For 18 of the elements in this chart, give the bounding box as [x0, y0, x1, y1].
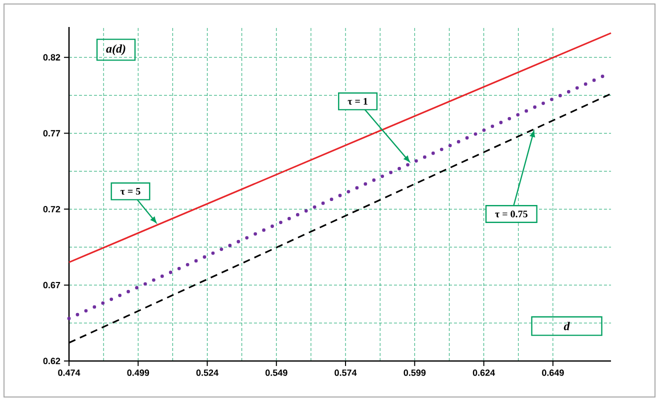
annotation: τ = 5: [120, 188, 140, 195]
x-tick-label: 0.524: [196, 370, 218, 376]
y-tick-label: 0.62: [43, 358, 60, 364]
x-tick-label: 0.549: [266, 370, 288, 376]
y-tick-label: 0.67: [43, 282, 60, 288]
annotation: τ = 1: [348, 98, 368, 105]
x-tick-label: 0.649: [542, 370, 564, 376]
y-axis-title: a(d): [106, 44, 126, 56]
x-tick-label: 0.599: [404, 370, 426, 376]
annotation: τ = 0.75: [495, 210, 528, 218]
y-tick-label: 0.77: [43, 130, 60, 136]
x-tick-label: 0.574: [334, 370, 357, 376]
x-tick-label: 0.474: [58, 370, 80, 376]
y-tick-label: 0.72: [43, 206, 60, 212]
x-tick-label: 0.499: [127, 370, 150, 376]
x-tick-label: 0.624: [472, 370, 496, 376]
x-axis-title: d: [564, 322, 570, 330]
y-tick-label: 0.82: [43, 54, 60, 61]
